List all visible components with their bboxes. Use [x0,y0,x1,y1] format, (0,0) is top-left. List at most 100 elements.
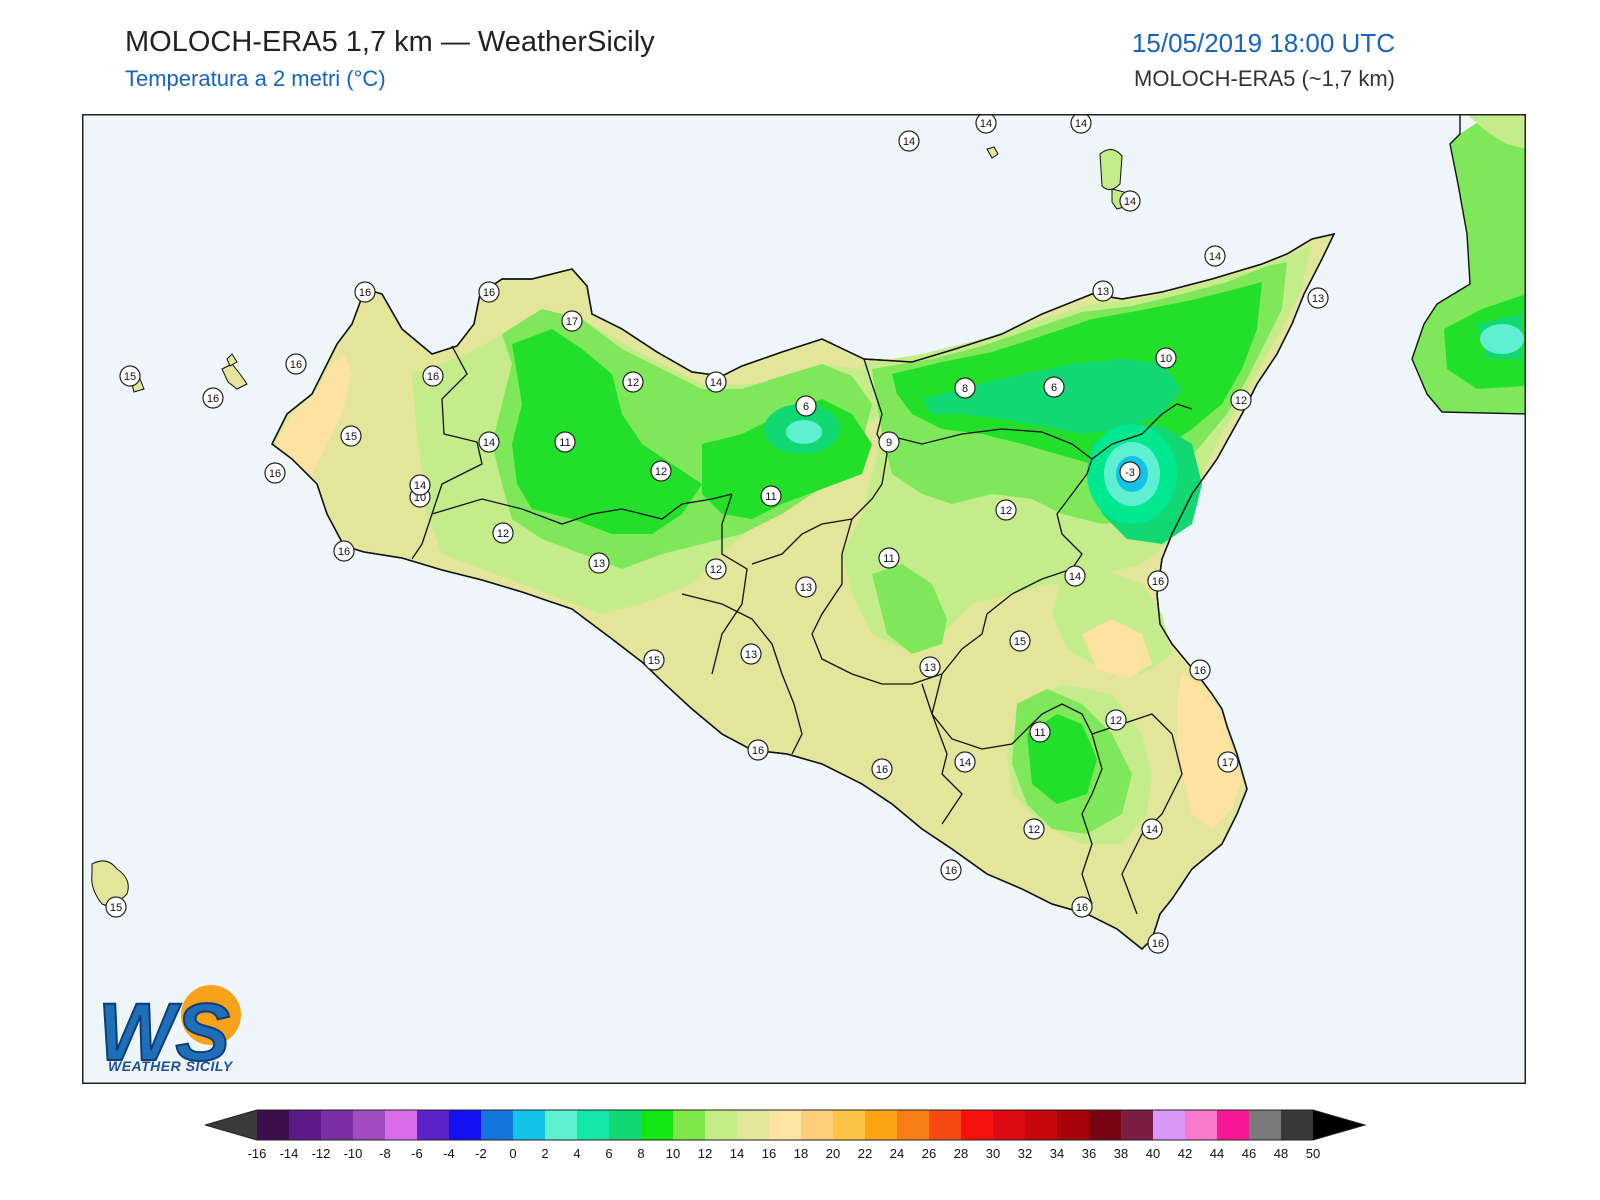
station-label: 12 [995,499,1017,521]
station-marker [705,371,727,393]
colorbar-tick-label: 10 [666,1146,680,1161]
temperature-colorbar: -16 -14 -12 -10 -8 -6 -4 -2 0 2 4 6 8 10 12 14 16 18 20 22 2… [203,1108,1405,1168]
station-value: 14 [710,377,722,389]
colorbar-bin [737,1110,769,1140]
logo-wordmark: WEATHER SICILY [108,1058,233,1074]
colorbar-bin [1089,1110,1121,1140]
colorbar-tick-label: 40 [1146,1146,1160,1161]
station-label: 12 [492,522,514,544]
station-label: 16 [354,281,376,303]
station-value: 11 [1034,727,1045,739]
station-marker [1147,932,1169,954]
province-boundary-palermo-agrigento [431,493,733,525]
colorbar-tick-label: 30 [986,1146,1000,1161]
station-value: 6 [1051,382,1057,394]
colorbar-bin [833,1110,865,1140]
station-label: 16 [202,387,224,409]
colorbar-tick-label: 50 [1306,1146,1320,1161]
station-marker [1071,896,1093,918]
station-label: 14 [409,474,431,496]
station-label: 14 [1070,114,1092,134]
province-boundary-palermo-caltanissetta [711,493,748,675]
colorbar-bin [929,1110,961,1140]
station-marker [898,130,920,152]
station-marker [940,859,962,881]
station-label: 11 [760,485,782,507]
station-marker [422,365,444,387]
station-label: 12 [705,558,727,580]
station-label: 14 [478,431,500,453]
station-value: -3 [1125,467,1135,479]
colorbar-tick-label: 44 [1210,1146,1224,1161]
station-label: 16 [1147,570,1169,592]
zone-warm-west-coast [275,354,352,474]
station-value: 16 [1152,576,1164,588]
station-marker [478,431,500,453]
station-value: 14 [903,136,915,148]
colorbar-bin [321,1110,353,1140]
station-marker [795,576,817,598]
station-value: 15 [648,655,660,667]
station-marker [340,425,362,447]
station-marker [1217,751,1239,773]
station-label: 15 [119,365,141,387]
station-value: 13 [593,558,605,570]
station-label: 16 [285,353,307,375]
zone-warm-southeast-coast [1177,674,1242,829]
station-value: 16 [290,359,302,371]
zone-cool-erei [872,564,947,654]
province-boundary-catania-siracusa [1091,713,1183,915]
station-label: 13 [919,656,941,678]
station-label: 13 [1307,287,1329,309]
station-label: 16 [422,365,444,387]
station-marker [1009,630,1031,652]
colorbar-bin [641,1110,673,1140]
province-boundary-catania-ragusa [921,683,1103,905]
station-label: 14 [1141,818,1163,840]
station-value: 15 [345,431,357,443]
station-label: -3 [1119,461,1141,483]
station-value: 16 [483,287,495,299]
colorbar-bins [203,1109,1367,1141]
station-marker [975,114,997,134]
station-marker [878,431,900,453]
station-marker [1307,287,1329,309]
colorbar-tick-label: 34 [1050,1146,1064,1161]
station-label: 17 [561,310,583,332]
station-marker [1141,818,1163,840]
colorbar-tick-label: -2 [475,1146,487,1161]
island-ustica [986,146,999,159]
station-label: 13 [1092,280,1114,302]
island-levanzo [226,353,238,367]
colorbar-high-cap [1313,1110,1365,1140]
station-value: 14 [483,437,495,449]
station-label: 14 [1064,565,1086,587]
station-value: 16 [359,287,371,299]
map-title: MOLOCH-ERA5 1,7 km — WeatherSicily [125,26,655,58]
station-value: 11 [765,491,776,503]
station-marker [1189,659,1211,681]
colorbar-tick-label: 2 [541,1146,548,1161]
station-value: 16 [945,865,957,877]
island-lipari [1099,149,1123,190]
colorbar-bin [257,1110,289,1140]
colorbar-bin [1025,1110,1057,1140]
station-label: 16 [940,859,962,881]
colorbar-bin [353,1110,385,1140]
station-value: 16 [207,393,219,405]
colorbar-tick-label: 20 [826,1146,840,1161]
colorbar-tick-label: -4 [443,1146,455,1161]
station-marker [333,540,355,562]
station-marker [561,310,583,332]
colorbar-outline [203,1109,1367,1141]
province-boundary-caltanissetta-enna [811,518,988,685]
station-marker [871,758,893,780]
station-label: 13 [588,552,610,574]
station-marker [105,896,127,918]
station-value: 14 [1075,118,1087,130]
colorbar-tick-label: 28 [954,1146,968,1161]
station-marker [119,365,141,387]
station-marker [1023,818,1045,840]
station-value: 6 [803,401,809,413]
station-label: 15 [643,649,665,671]
